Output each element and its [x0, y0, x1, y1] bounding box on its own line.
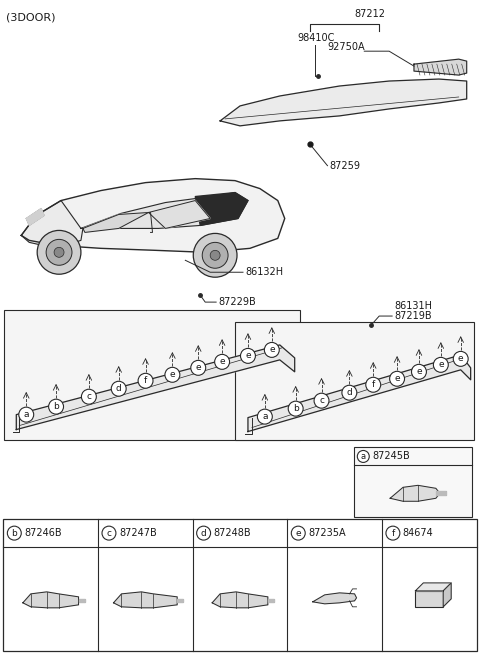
Text: 87229B: 87229B [218, 297, 256, 307]
Text: 86132H: 86132H [245, 267, 283, 277]
Circle shape [390, 371, 405, 386]
Text: 87219B: 87219B [394, 311, 432, 321]
Circle shape [411, 364, 426, 379]
Text: c: c [107, 529, 111, 538]
Circle shape [37, 231, 81, 274]
Text: e: e [195, 364, 201, 372]
Polygon shape [83, 212, 148, 233]
Text: e: e [245, 351, 251, 360]
Polygon shape [220, 79, 467, 126]
Circle shape [357, 451, 369, 462]
Polygon shape [313, 593, 357, 604]
Text: b: b [293, 404, 299, 413]
Text: 87248B: 87248B [214, 528, 251, 538]
Text: e: e [458, 354, 464, 364]
Text: e: e [416, 367, 422, 377]
Circle shape [240, 348, 255, 364]
Circle shape [165, 367, 180, 383]
Circle shape [138, 373, 153, 388]
Polygon shape [390, 485, 440, 501]
Polygon shape [195, 193, 248, 225]
Text: e: e [394, 374, 400, 383]
Text: a: a [262, 412, 268, 421]
Text: d: d [347, 388, 352, 397]
Circle shape [386, 526, 400, 540]
Text: d: d [116, 384, 121, 393]
Circle shape [82, 389, 96, 404]
Text: 87246B: 87246B [24, 528, 62, 538]
Circle shape [54, 248, 64, 257]
Circle shape [257, 409, 272, 424]
Polygon shape [248, 355, 471, 432]
Text: e: e [438, 360, 444, 369]
Text: c: c [319, 396, 324, 405]
Text: 87247B: 87247B [119, 528, 156, 538]
Polygon shape [81, 193, 248, 229]
Polygon shape [177, 599, 183, 602]
Polygon shape [148, 200, 210, 229]
Text: 87235A: 87235A [308, 528, 346, 538]
Text: 87245B: 87245B [372, 451, 410, 462]
Text: 92750A: 92750A [327, 42, 365, 52]
Circle shape [210, 250, 220, 260]
Polygon shape [21, 200, 83, 248]
Circle shape [433, 358, 448, 372]
Text: d: d [201, 529, 206, 538]
Polygon shape [436, 491, 446, 495]
Circle shape [366, 377, 381, 392]
Circle shape [291, 526, 305, 540]
Text: f: f [144, 376, 147, 385]
Text: e: e [219, 358, 225, 366]
Polygon shape [212, 592, 268, 608]
Text: (3DOOR): (3DOOR) [6, 12, 56, 22]
Circle shape [7, 526, 21, 540]
Bar [3, 519, 477, 650]
Bar [354, 447, 472, 517]
Circle shape [193, 233, 237, 277]
Circle shape [288, 401, 303, 416]
Circle shape [46, 239, 72, 265]
Polygon shape [114, 592, 177, 608]
Circle shape [202, 242, 228, 269]
Circle shape [111, 381, 126, 396]
Polygon shape [268, 599, 274, 602]
Text: b: b [53, 402, 59, 411]
Polygon shape [415, 583, 451, 591]
Polygon shape [79, 599, 84, 602]
Polygon shape [414, 59, 467, 75]
Circle shape [197, 526, 211, 540]
Circle shape [314, 393, 329, 408]
Text: e: e [169, 370, 175, 379]
Polygon shape [21, 179, 285, 252]
Text: 86131H: 86131H [394, 301, 432, 311]
Text: 84674: 84674 [403, 528, 433, 538]
Text: f: f [391, 529, 395, 538]
Text: c: c [86, 392, 91, 402]
Bar [415, 591, 443, 607]
Text: e: e [269, 345, 275, 354]
Text: b: b [12, 529, 17, 538]
Polygon shape [23, 592, 79, 608]
Bar [4, 310, 300, 440]
Circle shape [19, 407, 34, 422]
Circle shape [453, 351, 468, 366]
Text: 87259: 87259 [329, 160, 360, 171]
Text: f: f [372, 381, 375, 389]
Polygon shape [16, 345, 295, 430]
Text: e: e [296, 529, 301, 538]
Text: a: a [24, 410, 29, 419]
Polygon shape [443, 583, 451, 607]
Bar [235, 322, 474, 440]
Text: 87212: 87212 [354, 9, 385, 20]
Polygon shape [26, 208, 44, 225]
Circle shape [191, 360, 206, 375]
Circle shape [342, 385, 357, 400]
Text: 98410C: 98410C [298, 33, 335, 43]
Circle shape [102, 526, 116, 540]
Text: a: a [360, 452, 366, 461]
Circle shape [215, 354, 229, 369]
Circle shape [48, 399, 63, 414]
Circle shape [264, 343, 279, 358]
